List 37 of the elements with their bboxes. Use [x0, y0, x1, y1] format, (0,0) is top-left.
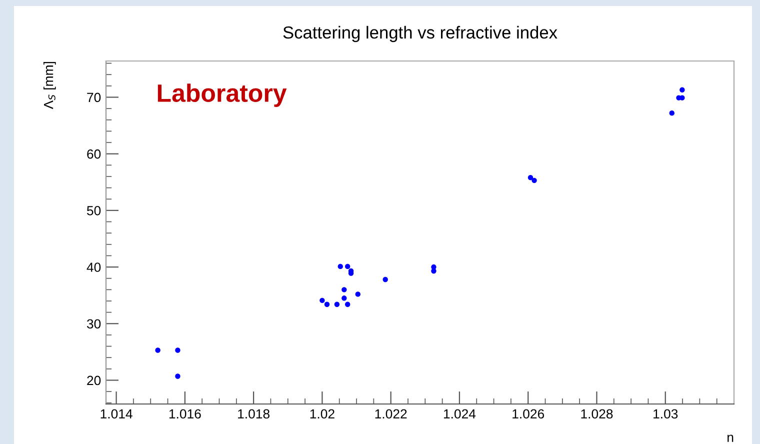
x-tick-label: 1.02 [310, 409, 334, 419]
x-tick-label: 1.028 [581, 409, 613, 419]
y-tick-label: 30 [86, 319, 101, 329]
point [155, 348, 160, 353]
point [680, 95, 685, 100]
y-tick-label: 70 [87, 92, 101, 102]
point [532, 178, 537, 184]
point [342, 287, 347, 292]
point [344, 264, 350, 270]
point [680, 87, 685, 92]
point [324, 302, 330, 307]
point [528, 175, 534, 180]
x-axis-title: n [728, 434, 734, 442]
chart-title: Scattering length vs refractive index [283, 26, 558, 42]
point [344, 302, 350, 307]
x-tick-label: 1.016 [169, 409, 201, 419]
x-tick-label: 1.03 [654, 409, 678, 419]
point [355, 292, 360, 297]
x-tick-label: 1.014 [100, 409, 132, 419]
x-tick-label: 1.022 [375, 409, 407, 419]
y-tick-label: 60 [87, 149, 101, 159]
point [382, 276, 388, 282]
x-tick-label: 1.024 [444, 409, 476, 419]
y-tick-label: 50 [86, 206, 101, 216]
point [320, 298, 325, 304]
point [669, 110, 674, 116]
x-tick-label: 1.018 [238, 409, 270, 419]
y-axis-title: Λ$_{S}$ [mm] [44, 62, 56, 110]
point [175, 348, 180, 353]
point [342, 296, 347, 301]
point [334, 302, 340, 307]
y-tick-label: 20 [87, 376, 101, 386]
annotation: Laboratory [158, 84, 287, 107]
point [338, 264, 343, 270]
y-tick-label: 40 [86, 262, 101, 272]
x-tick-label: 1.026 [512, 409, 544, 419]
point [175, 374, 180, 379]
